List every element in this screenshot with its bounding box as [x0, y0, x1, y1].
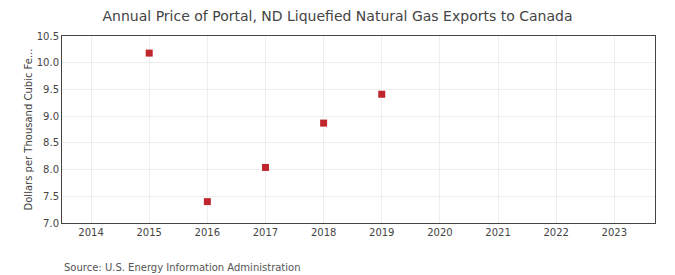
- svg-text:2021: 2021: [485, 227, 510, 238]
- svg-text:10.0: 10.0: [37, 57, 59, 68]
- svg-text:7.5: 7.5: [43, 191, 59, 202]
- svg-text:9.5: 9.5: [43, 84, 59, 95]
- svg-text:2022: 2022: [543, 227, 568, 238]
- svg-text:2014: 2014: [78, 227, 103, 238]
- svg-text:2020: 2020: [427, 227, 452, 238]
- svg-text:2023: 2023: [602, 227, 627, 238]
- svg-text:2019: 2019: [369, 227, 394, 238]
- svg-text:8.5: 8.5: [43, 137, 59, 148]
- svg-text:2017: 2017: [253, 227, 278, 238]
- svg-text:10.5: 10.5: [37, 31, 59, 42]
- svg-text:2016: 2016: [195, 227, 220, 238]
- svg-text:7.0: 7.0: [43, 218, 59, 229]
- svg-text:2018: 2018: [311, 227, 336, 238]
- svg-text:Dollars per Thousand Cubic Fe.: Dollars per Thousand Cubic Fe...: [23, 49, 34, 211]
- svg-text:Annual Price of Portal, ND Liq: Annual Price of Portal, ND Liquefied Nat…: [103, 8, 573, 24]
- svg-text:2015: 2015: [136, 227, 161, 238]
- svg-text:9.0: 9.0: [43, 111, 59, 122]
- svg-text:Source: U.S. Energy Informatio: Source: U.S. Energy Information Administ…: [64, 262, 301, 273]
- svg-text:8.0: 8.0: [43, 164, 59, 175]
